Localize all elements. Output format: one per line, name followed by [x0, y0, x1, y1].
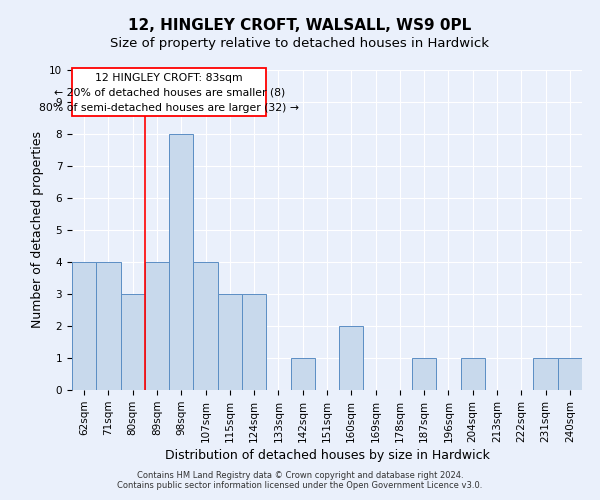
Bar [96, 262, 121, 390]
Bar [193, 262, 218, 390]
Y-axis label: Number of detached properties: Number of detached properties [31, 132, 44, 328]
Bar [412, 358, 436, 390]
Text: Size of property relative to detached houses in Hardwick: Size of property relative to detached ho… [110, 38, 490, 51]
Text: 80% of semi-detached houses are larger (32) →: 80% of semi-detached houses are larger (… [39, 103, 299, 113]
Bar [121, 294, 145, 390]
Bar [558, 358, 582, 390]
Text: 12 HINGLEY CROFT: 83sqm: 12 HINGLEY CROFT: 83sqm [95, 73, 243, 83]
Text: 12, HINGLEY CROFT, WALSALL, WS9 0PL: 12, HINGLEY CROFT, WALSALL, WS9 0PL [128, 18, 472, 32]
Bar [290, 358, 315, 390]
Bar [169, 134, 193, 390]
Bar [72, 262, 96, 390]
Bar [218, 294, 242, 390]
Bar [145, 262, 169, 390]
Bar [339, 326, 364, 390]
FancyBboxPatch shape [72, 68, 266, 116]
Bar [242, 294, 266, 390]
X-axis label: Distribution of detached houses by size in Hardwick: Distribution of detached houses by size … [164, 449, 490, 462]
Bar [533, 358, 558, 390]
Text: Contains HM Land Registry data © Crown copyright and database right 2024.
Contai: Contains HM Land Registry data © Crown c… [118, 470, 482, 490]
Text: ← 20% of detached houses are smaller (8): ← 20% of detached houses are smaller (8) [53, 88, 285, 98]
Bar [461, 358, 485, 390]
